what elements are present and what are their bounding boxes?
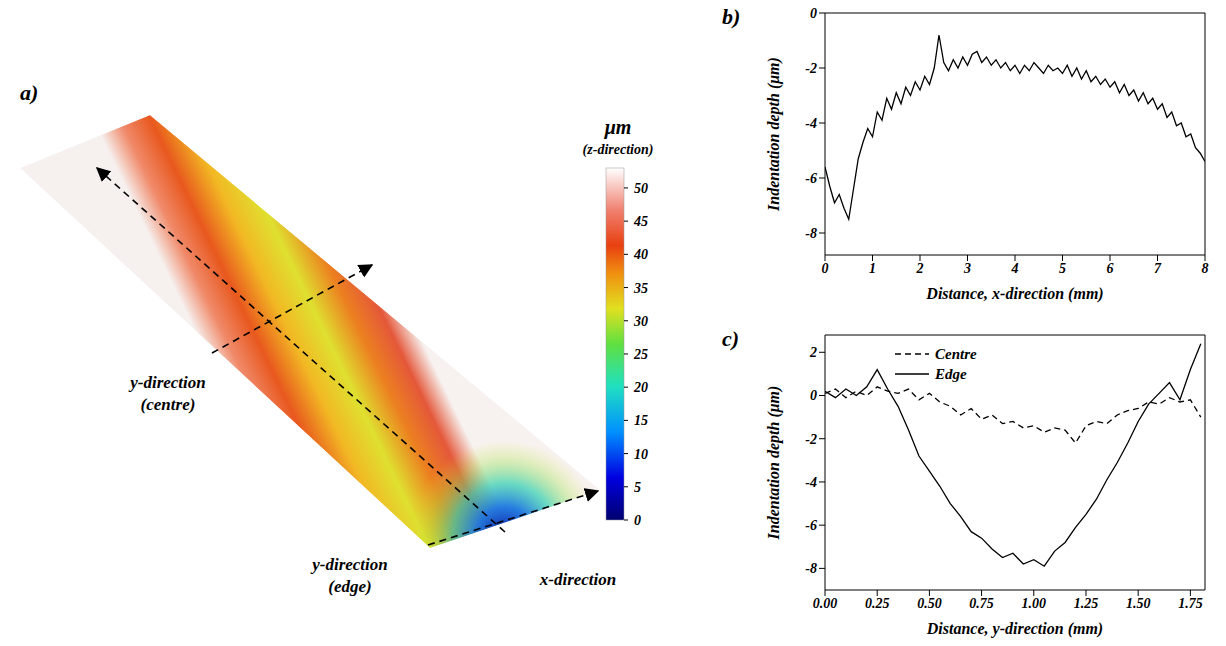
svg-text:0: 0: [822, 261, 829, 276]
html-text:b): b): [722, 4, 741, 29]
html-text:Edge: Edge: [935, 366, 967, 382]
svg-text:0.25: 0.25: [865, 596, 890, 611]
svg-text:8: 8: [1202, 261, 1209, 276]
svg-text:4: 4: [1011, 261, 1019, 276]
svg-text:50: 50: [634, 181, 648, 196]
svg-text:0: 0: [810, 388, 817, 403]
svg-text:3: 3: [963, 261, 971, 276]
svg-text:40: 40: [633, 247, 648, 262]
svg-text:15: 15: [634, 413, 648, 428]
svg-text:2: 2: [809, 345, 817, 360]
svg-text:Indentation depth (μm): Indentation depth (μm): [765, 57, 783, 212]
svg-text:Indentation depth (μm): Indentation depth (μm): [765, 386, 783, 541]
svg-text:35: 35: [633, 281, 648, 296]
svg-text:-6: -6: [805, 171, 817, 186]
svg-text:45: 45: [633, 214, 648, 229]
svg-text:1.00: 1.00: [1022, 596, 1047, 611]
svg-text:0.50: 0.50: [917, 596, 942, 611]
svg-text:-8: -8: [805, 226, 817, 241]
svg-text:1.75: 1.75: [1178, 596, 1203, 611]
svg-text:5: 5: [634, 480, 641, 495]
svg-text:Distance, x-direction (mm): Distance, x-direction (mm): [925, 285, 1103, 303]
svg-text:6: 6: [1107, 261, 1114, 276]
svg-text:μm: μm: [604, 116, 632, 139]
svg-text:1.25: 1.25: [1074, 596, 1099, 611]
svg-text:1.50: 1.50: [1126, 596, 1151, 611]
svg-text:y-direction: y-direction: [310, 555, 388, 574]
svg-text:30: 30: [633, 314, 648, 329]
svg-text:(centre): (centre): [141, 395, 196, 414]
svg-text:-4: -4: [805, 475, 817, 490]
svg-text:25: 25: [633, 347, 648, 362]
svg-text:1: 1: [869, 261, 876, 276]
svg-text:2: 2: [916, 261, 924, 276]
svg-text:(z-direction): (z-direction): [583, 142, 654, 158]
svg-text:y-direction: y-direction: [128, 373, 206, 392]
svg-text:(edge): (edge): [328, 577, 371, 596]
svg-text:0.00: 0.00: [813, 596, 838, 611]
svg-text:0: 0: [810, 6, 817, 21]
html-text:c): c): [722, 326, 740, 351]
svg-text:-6: -6: [805, 518, 817, 533]
svg-text:20: 20: [633, 380, 648, 395]
svg-text:-8: -8: [805, 561, 817, 576]
svg-text:0.75: 0.75: [969, 596, 994, 611]
svg-text:-4: -4: [805, 116, 817, 131]
svg-text:Distance, y-direction (mm): Distance, y-direction (mm): [926, 620, 1103, 638]
svg-text:5: 5: [1059, 261, 1066, 276]
svg-text:x-direction: x-direction: [539, 570, 617, 589]
svg-text:-2: -2: [805, 432, 817, 447]
html-text:Centre: Centre: [935, 346, 977, 362]
svg-text:a): a): [20, 80, 38, 105]
svg-text:-2: -2: [805, 61, 817, 76]
svg-text:10: 10: [634, 447, 648, 462]
svg-text:0: 0: [634, 513, 641, 528]
svg-text:7: 7: [1154, 261, 1162, 276]
